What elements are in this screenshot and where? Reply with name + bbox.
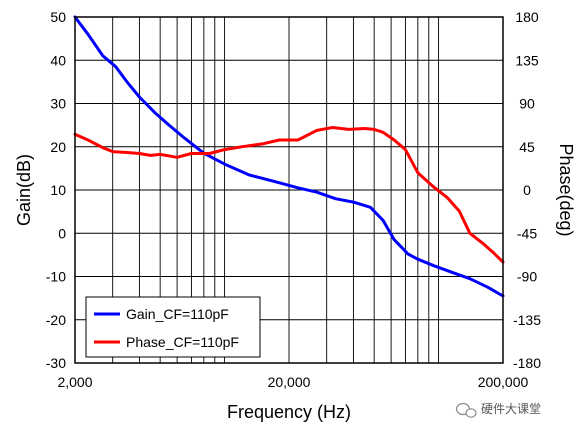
y-right-tick-label: -45 [517,225,537,241]
y-left-tick-label: -10 [46,269,66,285]
y-left-tick-label: 50 [50,9,66,25]
y-right-tick-label: 135 [515,52,539,68]
y-right-tick-label: -90 [517,269,537,285]
phase-series-line [73,126,505,264]
y-right-tick-label: -135 [513,312,541,328]
x-tick-label: 20,000 [268,374,311,390]
watermark: 硬件大课堂 [455,402,541,418]
tick-labels: -30 -20 -10 0 10 20 30 40 50 -180 -135 -90 -45 0 45 90 1… [46,9,541,390]
legend-box [85,296,261,358]
y-left-tick-label: 40 [50,52,66,68]
y-left-tick-label: -30 [46,355,66,371]
y-axis-left-title: Gain(dB) [14,154,34,226]
y-right-tick-label: -180 [513,355,541,371]
y-right-tick-label: 180 [515,9,539,25]
y-left-tick-label: -20 [46,312,66,328]
legend-label-gain: Gain_CF=110pF [126,306,229,322]
y-right-tick-label: 0 [523,182,531,198]
y-left-tick-label: 20 [50,139,66,155]
y-left-tick-label: 0 [58,225,66,241]
y-left-tick-label: 10 [50,182,66,198]
x-axis-title: Frequency (Hz) [227,402,351,422]
legend-label-phase: Phase_CF=110pF [126,334,239,350]
gain-series-line [73,15,505,298]
wechat-icon [455,402,477,418]
y-left-tick-label: 30 [50,96,66,112]
legend: Gain_CF=110pF Phase_CF=110pF [85,296,261,358]
x-tick-label: 200,000 [478,374,529,390]
watermark-text: 硬件大课堂 [481,402,541,416]
y-axis-right-title: Phase(deg) [556,143,576,236]
series-layer [73,15,505,298]
y-right-tick-label: 90 [519,96,535,112]
x-tick-label: 2,000 [57,374,92,390]
y-right-tick-label: 45 [519,139,535,155]
plot-frame [74,16,504,364]
